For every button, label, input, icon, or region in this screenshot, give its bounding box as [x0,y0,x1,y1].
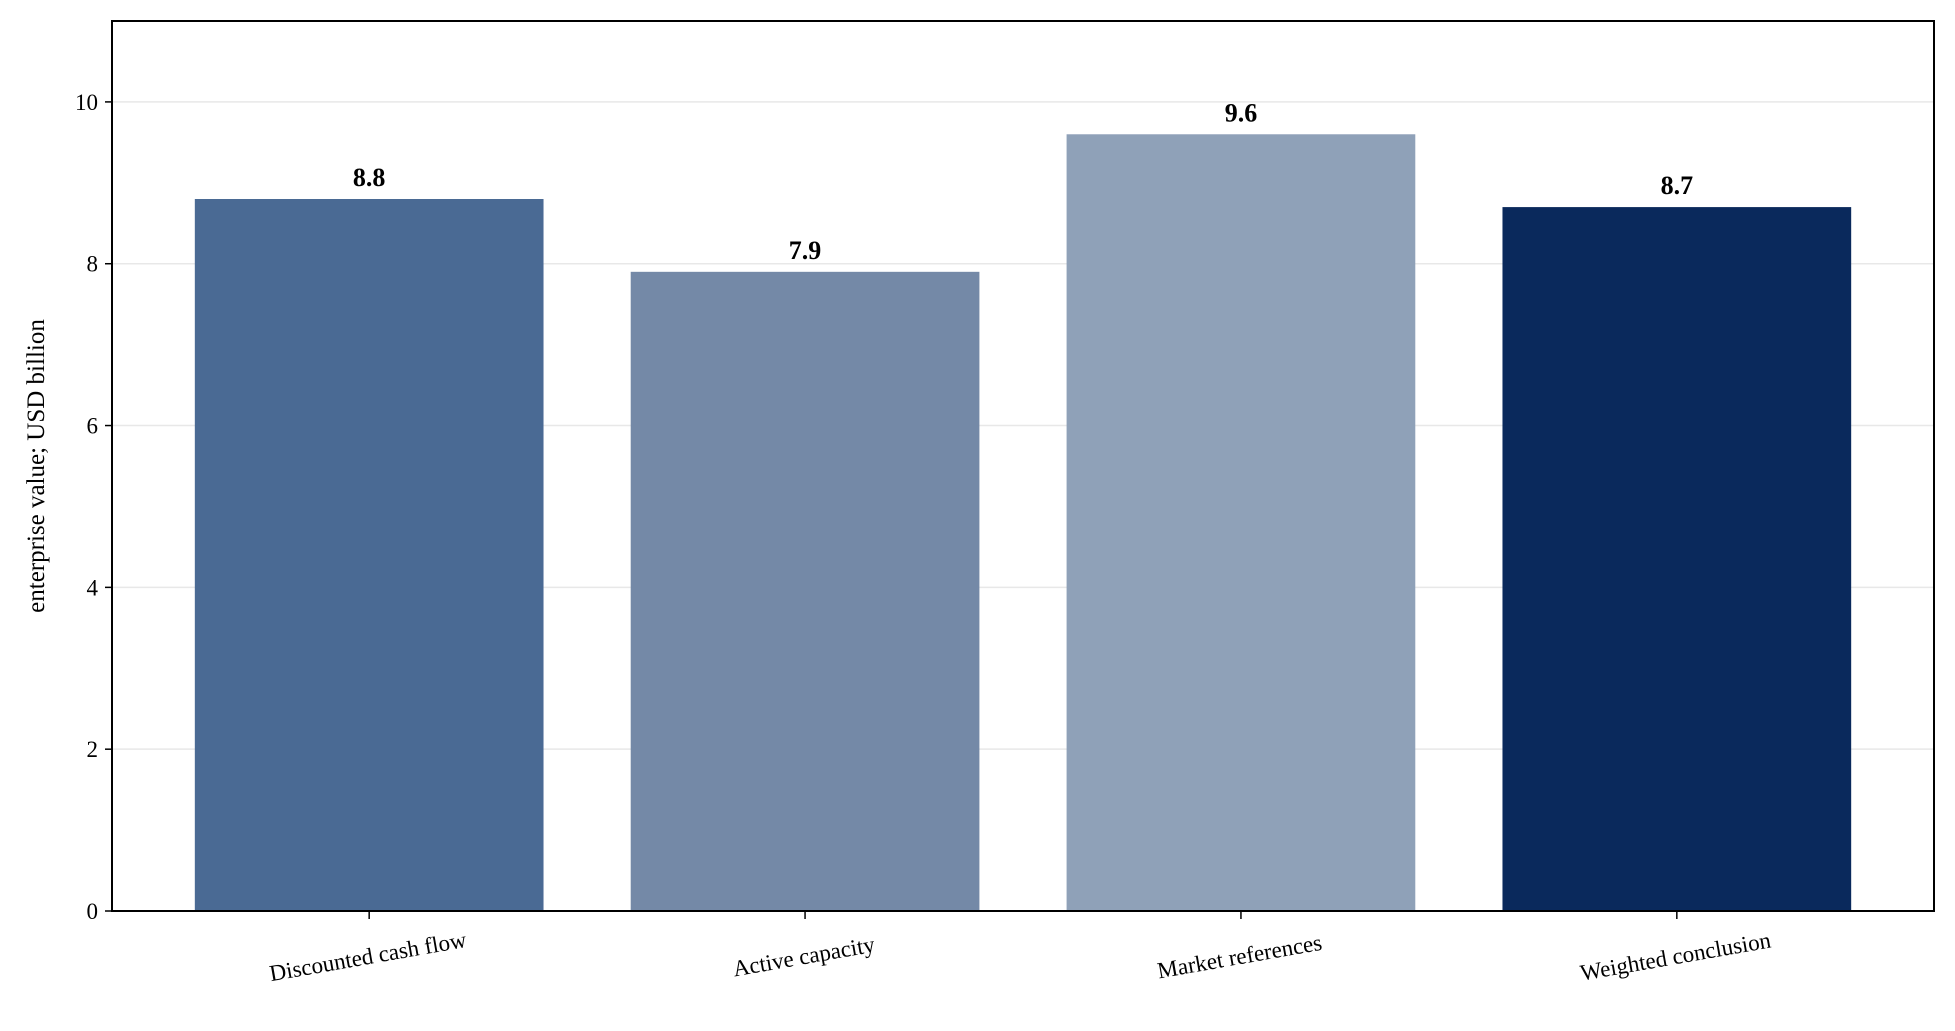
y-tick-label: 0 [87,899,99,924]
y-tick-label: 8 [87,252,99,277]
x-tick-label: Active capacity [731,932,877,982]
bar [1502,207,1852,911]
bar [1066,134,1416,912]
value-label: 7.9 [789,236,822,265]
plot-frame [111,20,1935,912]
value-label: 8.7 [1661,171,1694,200]
y-tick-label: 10 [75,90,98,115]
y-tick-label: 4 [87,575,99,600]
bar [630,271,980,911]
bar [194,199,544,911]
value-label: 9.6 [1225,98,1258,127]
value-label: 8.8 [353,163,386,192]
x-tick-label: Market references [1155,930,1323,984]
x-tick-label: Discounted cash flow [268,927,469,986]
x-tick-label: Weighted conclusion [1578,927,1773,985]
y-axis-label: enterprise value; USD billion [23,319,50,613]
y-tick-label: 6 [87,414,99,439]
y-tick-label: 2 [87,737,99,762]
